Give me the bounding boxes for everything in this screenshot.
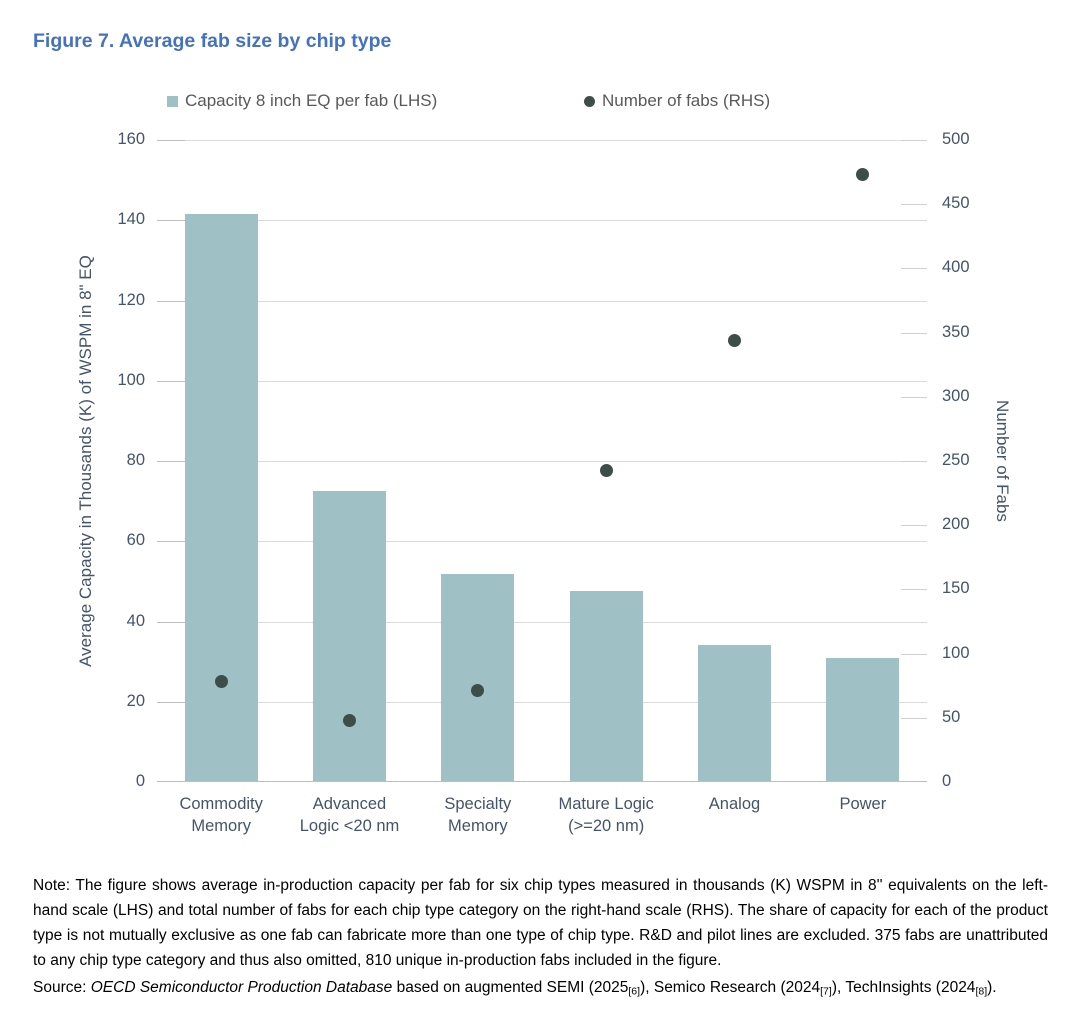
fabs-dot-specialty-memory	[471, 684, 485, 698]
right-axis-tick	[901, 332, 927, 334]
right-axis-tick-label: 400	[942, 258, 970, 277]
fabs-dot-mature-logic-20-nm	[599, 463, 613, 477]
figure-source: Source: OECD Semiconductor Production Da…	[33, 975, 1048, 1005]
left-axis-tick-label: 160	[117, 130, 145, 148]
left-axis-tick	[157, 701, 185, 703]
capacity-bar-commodity-memory	[184, 213, 258, 781]
right-axis-tick-label: 100	[942, 643, 970, 662]
capacity-bar-analog	[698, 644, 771, 781]
gridline	[157, 621, 927, 623]
right-axis-tick	[901, 396, 927, 398]
right-axis-tick-label: 150	[942, 579, 970, 598]
source-citation-6: [6]	[628, 985, 641, 997]
source-citation-7: [7]	[820, 985, 832, 997]
legend-label-capacity: Capacity 8 inch EQ per fab (LHS)	[185, 91, 438, 110]
x-axis-line	[157, 781, 927, 782]
right-axis-tick-label: 300	[942, 386, 970, 405]
right-axis-tick	[901, 268, 927, 270]
fabs-dot-power	[856, 168, 870, 182]
category-label-specialty-memory: Specialty Memory	[444, 795, 512, 835]
gridline	[157, 300, 927, 302]
source-database: OECD Semiconductor Production Database	[90, 978, 393, 996]
right-axis-tick	[901, 525, 927, 527]
left-axis-tick-label: 60	[126, 531, 145, 550]
category-label-mature-logic-20-nm: Mature Logic (>=20 nm)	[558, 795, 654, 835]
right-axis-tick	[901, 653, 927, 655]
right-axis-tick-label: 250	[942, 451, 970, 469]
right-axis-tick-label: 450	[942, 194, 970, 213]
legend-label-fabs: Number of fabs (RHS)	[602, 91, 771, 110]
category-label-advanced-logic-20-nm: Advanced Logic <20 nm	[299, 795, 400, 835]
fabs-dot-commodity-memory	[214, 675, 228, 689]
left-axis-tick-label: 120	[117, 290, 145, 309]
left-axis-tick	[157, 541, 185, 543]
fabs-dot-analog	[728, 333, 741, 347]
left-axis-tick	[157, 380, 185, 382]
right-axis-tick	[901, 461, 927, 462]
left-axis-tick	[157, 621, 185, 623]
plot-area: 0 20 40 60 80 100 120 140 160 0 50 100 150 200 250 300 3…	[117, 130, 969, 835]
legend-item-capacity: Capacity 8 inch EQ per fab (LHS)	[167, 90, 437, 112]
source-text: based on augmented SEMI (2025	[392, 978, 629, 996]
left-axis-tick-label: 0	[135, 772, 145, 790]
source-text: ), TechInsights (2024	[831, 978, 976, 996]
left-axis-tick-label: 100	[117, 370, 145, 389]
gridline	[157, 220, 927, 222]
figure-note: Note: The figure shows average in-produc…	[33, 876, 1048, 970]
capacity-bar-power	[826, 658, 900, 781]
left-axis-tick-label: 140	[117, 210, 145, 229]
source-text: ).	[987, 978, 997, 996]
left-axis-tick-label: 80	[126, 451, 145, 469]
right-axis-tick-label: 0	[942, 772, 952, 790]
legend-item-fabs: Number of fabs (RHS)	[584, 90, 770, 112]
right-axis-tick	[901, 717, 927, 719]
right-axis-tick	[901, 204, 927, 206]
right-axis-tick	[901, 589, 927, 591]
right-axis-tick-label: 200	[942, 515, 970, 534]
left-axis-tick	[157, 300, 185, 302]
right-axis-tick-label: 500	[942, 130, 970, 148]
right-axis-tick-label: 350	[942, 322, 970, 341]
gridline	[157, 461, 927, 462]
gridline	[157, 380, 927, 382]
capacity-bar-mature-logic-20-nm	[569, 591, 643, 781]
left-axis-tick-label: 40	[126, 611, 145, 630]
gridline	[157, 140, 927, 141]
source-label: Source:	[33, 978, 91, 996]
left-axis-tick	[157, 461, 185, 462]
right-axis-tick	[901, 140, 927, 141]
gridline	[157, 701, 927, 703]
left-axis-tick	[157, 140, 185, 141]
figure-title: Figure 7. Average fab size by chip type	[33, 30, 392, 52]
fabs-dot-advanced-logic-20-nm	[343, 713, 356, 727]
right-axis-tick-label: 50	[942, 707, 961, 726]
source-text: ), Semico Research (2024	[640, 978, 821, 996]
bar-series-swatch-icon	[167, 95, 178, 107]
capacity-bar-advanced-logic-20-nm	[313, 490, 386, 781]
category-label-commodity-memory: Commodity Memory	[179, 795, 263, 835]
left-axis-tick	[157, 220, 185, 222]
gridline	[157, 541, 927, 543]
category-label-power: Power	[839, 795, 887, 813]
left-axis-tick-label: 20	[126, 691, 145, 710]
capacity-bar-specialty-memory	[441, 573, 515, 781]
dot-series-swatch-icon	[584, 95, 595, 107]
source-citation-8: [8]	[975, 985, 988, 997]
category-label-analog: Analog	[708, 795, 761, 813]
